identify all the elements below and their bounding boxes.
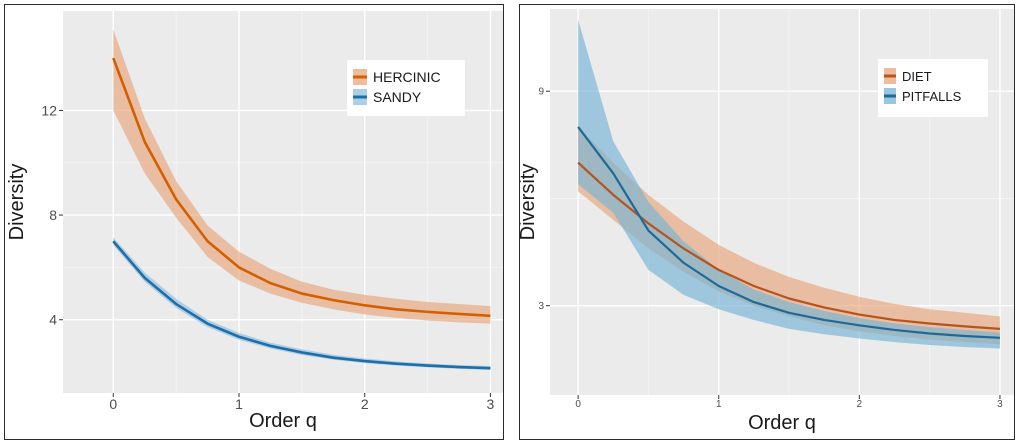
left-y-tick-label: 8 <box>49 207 57 223</box>
left-y-tick-label: 12 <box>41 102 57 118</box>
right-legend-label: PITFALLS <box>902 89 962 104</box>
right-band-pitfalls <box>578 19 1000 349</box>
right-x-tick-label: 2 <box>857 399 863 410</box>
left-legend: HERCINIC SANDY <box>347 60 465 116</box>
left-legend-label: SANDY <box>373 89 422 105</box>
right-y-tick-label: 9 <box>538 87 544 98</box>
right-x-tick-label: 3 <box>997 399 1003 410</box>
right-line-pitfalls <box>577 126 1000 339</box>
left-x-axis-title: Order q <box>249 410 317 432</box>
right-x-tick-label: 0 <box>575 399 581 410</box>
left-line-sandy <box>112 240 491 370</box>
right-x-axis-title: Order q <box>748 412 816 434</box>
left-band-hercinic <box>113 29 491 324</box>
left-x-tick-label: 0 <box>109 396 117 412</box>
right-chart-panel: 0 1 2 3 3 9 Order q Diversity DIET PITFALLS <box>519 4 1015 440</box>
left-x-tick-label: 2 <box>361 396 369 412</box>
left-line-hercinic <box>112 57 491 318</box>
left-chart-panel: 0 1 2 3 4 8 12 Order q Diversity HERCINIC SANDY <box>4 4 504 440</box>
right-legend-label: DIET <box>902 69 932 84</box>
right-x-tick-label: 1 <box>716 399 722 410</box>
right-line-diet <box>577 161 1001 330</box>
right-chart: 0 1 2 3 3 9 Order q Diversity DIET PITFALLS <box>520 9 1014 434</box>
left-legend-label: HERCINIC <box>373 69 441 85</box>
left-y-axis-title: Diversity <box>6 164 28 241</box>
left-x-tick-label: 1 <box>235 396 243 412</box>
left-y-tick-label: 4 <box>49 312 57 328</box>
right-y-tick-label: 3 <box>538 301 544 312</box>
right-legend-box <box>878 59 988 117</box>
right-y-axis-title: Diversity <box>520 164 539 241</box>
right-legend: DIET PITFALLS <box>878 59 988 117</box>
left-x-tick-label: 3 <box>487 396 495 412</box>
